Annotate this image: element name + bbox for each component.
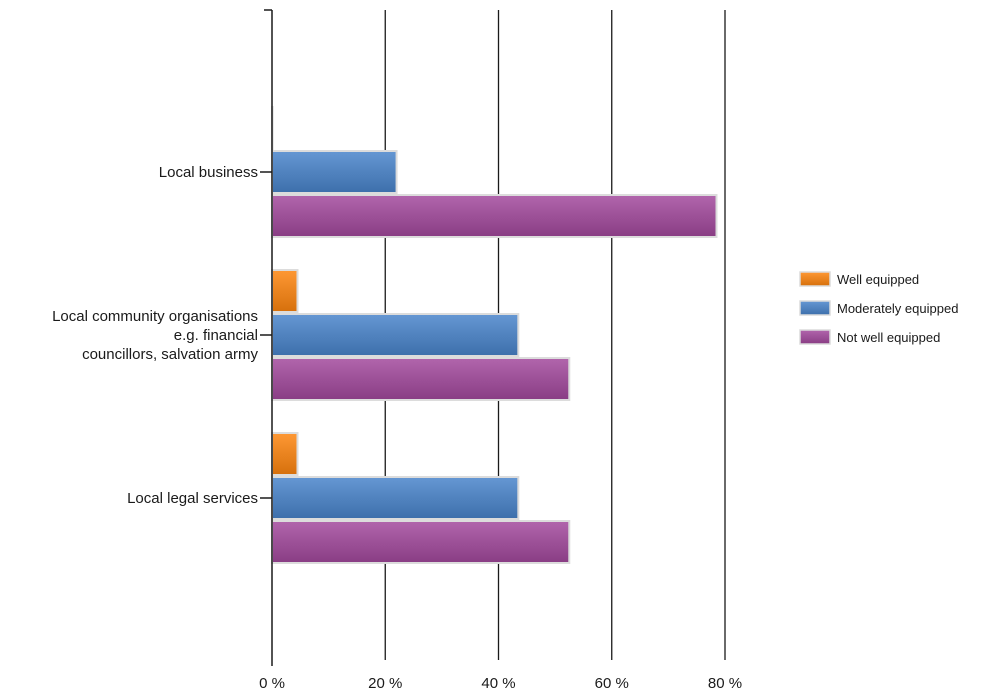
bar-not-well-equipped-cat-2: [271, 520, 571, 564]
legend-swatch-moderately-equipped: [799, 300, 831, 316]
category-label-1-line-1: e.g. financial: [174, 327, 258, 344]
category-label-1-line-2: councillors, salvation army: [82, 346, 258, 363]
x-tick-label-0: 0 %: [259, 675, 285, 692]
legend-label-moderately-equipped: Moderately equipped: [837, 301, 958, 316]
x-tick-label-40: 40 %: [481, 675, 515, 692]
bar-well-equipped-cat-1: [271, 269, 299, 313]
bar-not-well-equipped-cat-1: [271, 357, 571, 401]
legend-label-well-equipped: Well equipped: [837, 272, 919, 287]
legend-swatch-well-equipped: [799, 271, 831, 287]
category-label-2-line-0: Local legal services: [127, 490, 258, 507]
bar-not-well-equipped-cat-0: [271, 194, 718, 238]
x-tick-label-60: 60 %: [595, 675, 629, 692]
x-tick-labels: 0 % 20 % 40 % 60 % 80 %: [259, 675, 742, 692]
bar-moderately-equipped-cat-2: [271, 476, 520, 520]
x-tick-label-20: 20 %: [368, 675, 402, 692]
legend-swatch-not-well-equipped: [799, 329, 831, 345]
category-labels: Local business Local community organisati…: [52, 164, 258, 507]
bar-moderately-equipped-cat-0: [271, 150, 398, 194]
category-label-0-line-0: Local business: [159, 164, 258, 181]
axes: [260, 9, 273, 666]
bar-moderately-equipped-cat-1: [271, 313, 520, 357]
x-tick-label-80: 80 %: [708, 675, 742, 692]
category-label-1-line-0: Local community organisations: [52, 308, 258, 325]
legend-label-not-well-equipped: Not well equipped: [837, 330, 940, 345]
bars: [271, 106, 718, 564]
legend: Well equipped Moderately equipped Not well…: [799, 271, 958, 345]
bar-well-equipped-cat-2: [271, 432, 299, 476]
